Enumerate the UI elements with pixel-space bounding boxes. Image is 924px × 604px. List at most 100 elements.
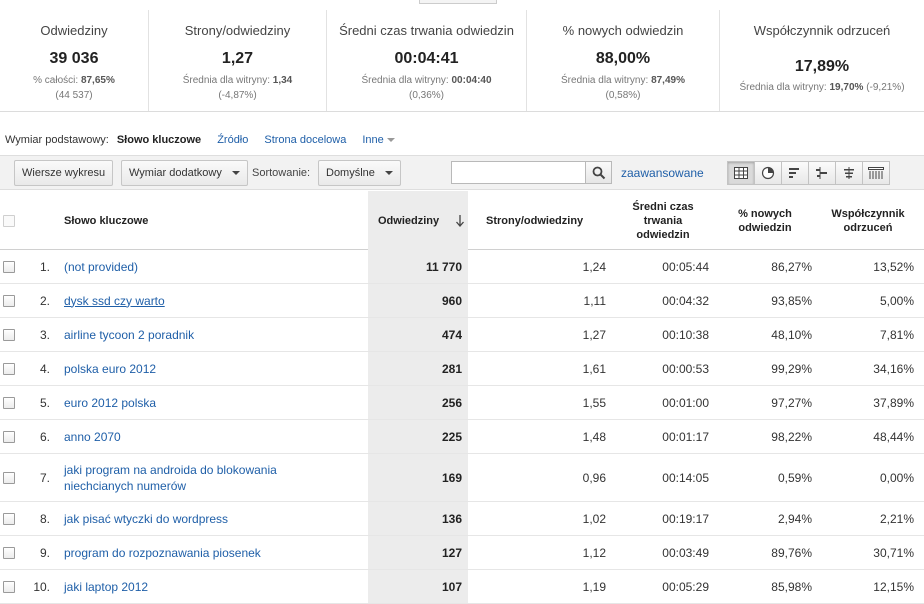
divider <box>0 111 924 112</box>
header-keyword[interactable]: Słowo kluczowe <box>64 214 149 227</box>
plot-rows-label: Wiersze wykresu <box>22 167 106 179</box>
metric-sub-extra: (44 537) <box>55 90 93 101</box>
avg-duration-cell: 00:14:05 <box>662 470 709 485</box>
keyword-link[interactable]: airline tycoon 2 poradnik <box>64 327 194 343</box>
visits-cell: 11 770 <box>368 250 468 283</box>
plot-rows-button[interactable]: Wiersze wykresu <box>14 160 114 186</box>
header-text: % nowych <box>738 207 792 220</box>
header-pages-per-visit[interactable]: Strony/odwiedziny <box>486 214 584 227</box>
row-index: 7. <box>39 470 50 485</box>
search-icon <box>592 166 605 179</box>
header-text: Średni czas <box>632 200 694 213</box>
sort-type-dropdown[interactable]: Domyślne <box>318 160 401 186</box>
bounce-rate-cell: 7,81% <box>879 327 914 342</box>
header-new-visits[interactable]: % nowych odwiedzin <box>722 191 808 250</box>
visits-cell: 256 <box>368 386 468 419</box>
keyword-link[interactable]: (not provided) <box>64 259 138 275</box>
keyword-link[interactable]: anno 2070 <box>64 429 121 445</box>
row-checkbox[interactable] <box>3 430 15 443</box>
bounce-rate-cell: 12,15% <box>873 579 914 594</box>
pages-per-visit-cell: 1,12 <box>582 545 606 560</box>
header-visits-label: Odwiedziny <box>378 214 440 227</box>
chevron-down-icon <box>384 171 393 175</box>
advanced-filter-link[interactable]: zaawansowane <box>621 166 704 180</box>
table-row: 8. jak pisać wtyczki do wordpress 136 1,02 0… <box>0 502 924 536</box>
metric-label: Średni czas trwania odwiedzin <box>339 23 514 38</box>
row-index: 8. <box>39 511 50 526</box>
row-checkbox[interactable] <box>3 328 15 341</box>
keyword-link[interactable]: polska euro 2012 <box>64 361 156 377</box>
sort-label: Sortowanie: <box>252 167 311 179</box>
bounce-rate-cell: 13,52% <box>873 259 914 274</box>
keyword-link[interactable]: dysk ssd czy warto <box>64 293 165 309</box>
pages-per-visit-cell: 1,02 <box>582 511 606 526</box>
row-select-cell <box>3 570 15 603</box>
header-bounce-rate[interactable]: Współczynnik odrzuceń <box>822 191 914 250</box>
keyword-text: program do rozpoznawania piosenek <box>64 545 261 560</box>
pivot-view-button[interactable] <box>862 161 890 185</box>
keyword-cell: (not provided) <box>64 250 354 283</box>
row-checkbox[interactable] <box>3 471 15 484</box>
table-row: 6. anno 2070 225 1,48 00:01:17 98,22% 48,44% <box>0 420 924 454</box>
row-checkbox[interactable] <box>3 512 15 525</box>
metric-sub-value: 1,34 <box>272 75 293 86</box>
term-cloud-view-button[interactable] <box>835 161 863 185</box>
metric-sub-extra: (-4,87%) <box>218 90 257 101</box>
avg-duration-cell: 00:05:44 <box>662 259 709 274</box>
row-checkbox[interactable] <box>3 294 15 307</box>
keyword-cell: program do rozpoznawania piosenek <box>64 536 354 569</box>
performance-view-button[interactable] <box>781 161 809 185</box>
pages-per-visit-cell: 1,11 <box>583 293 606 308</box>
header-visits[interactable]: Odwiedziny <box>368 191 468 250</box>
row-index: 10. <box>33 579 50 594</box>
header-text: odwiedzin <box>738 221 792 234</box>
row-checkbox[interactable] <box>3 546 15 559</box>
table-body: 1. (not provided) 11 770 1,24 00:05:44 86,27%… <box>0 250 924 604</box>
keyword-link[interactable]: jaki program na androida do blokowania ni… <box>64 462 277 494</box>
secondary-dimension-dropdown[interactable]: Wymiar dodatkowy <box>121 160 248 186</box>
bounce-rate-cell: 34,16% <box>873 361 914 376</box>
table-view-button[interactable] <box>727 161 755 185</box>
table-toolbar: Wiersze wykresu Wymiar dodatkowy Sortowa… <box>0 155 924 190</box>
avg-duration-cell: 00:01:17 <box>662 429 709 444</box>
dimension-source-link[interactable]: Źródło <box>217 134 249 146</box>
table-search-input[interactable] <box>451 161 586 184</box>
keyword-text: airline tycoon 2 poradnik <box>64 327 195 342</box>
bounce-rate-cell: 37,89% <box>873 395 914 410</box>
row-select-cell <box>3 386 15 419</box>
metric-bounce-rate: Współczynnik odrzuceń 17,89% Średnia dla… <box>720 10 924 111</box>
keyword-text: dysk ssd czy warto <box>64 293 165 308</box>
metric-sub-label: Średnia dla witryny: <box>739 82 827 93</box>
keyword-text: (not provided) <box>64 259 139 274</box>
visits-cell: 281 <box>368 352 468 385</box>
keyword-cell: anno 2070 <box>64 420 354 453</box>
keyword-link[interactable]: jak pisać wtyczki do wordpress <box>64 511 228 527</box>
metric-value: 39 036 <box>49 50 99 67</box>
new-visits-cell: 97,27% <box>771 395 812 410</box>
row-select-cell <box>3 454 15 501</box>
keyword-link[interactable]: jaki laptop 2012 <box>64 579 148 595</box>
pages-per-visit-cell: 1,24 <box>582 259 606 274</box>
row-checkbox[interactable] <box>3 580 15 593</box>
metric-label: Współczynnik odrzuceń <box>753 23 891 38</box>
pie-view-button[interactable] <box>754 161 782 185</box>
row-checkbox[interactable] <box>3 260 15 273</box>
row-checkbox[interactable] <box>3 362 15 375</box>
dimension-other-dropdown[interactable]: Inne <box>362 134 395 146</box>
keyword-cell: airline tycoon 2 poradnik <box>64 318 354 351</box>
keyword-table: Słowo kluczowe Odwiedziny Strony/odwiedz… <box>0 191 924 604</box>
dimension-landing-page-link[interactable]: Strona docelowa <box>264 134 347 146</box>
search-button[interactable] <box>585 161 612 184</box>
table-view-icon <box>734 167 748 179</box>
row-checkbox[interactable] <box>3 396 15 409</box>
keyword-cell: jaki laptop 2012 <box>64 570 354 603</box>
new-visits-cell: 89,76% <box>771 545 812 560</box>
top-tab-handle[interactable] <box>419 0 497 4</box>
keyword-link[interactable]: program do rozpoznawania piosenek <box>64 545 261 561</box>
select-all-checkbox[interactable] <box>3 214 15 227</box>
keyword-link[interactable]: euro 2012 polska <box>64 395 156 411</box>
comparison-view-button[interactable] <box>808 161 836 185</box>
row-index: 5. <box>39 395 50 410</box>
metric-sub-value: 87,49% <box>651 75 685 86</box>
header-avg-duration[interactable]: Średni czas trwania odwiedzin <box>618 191 708 250</box>
